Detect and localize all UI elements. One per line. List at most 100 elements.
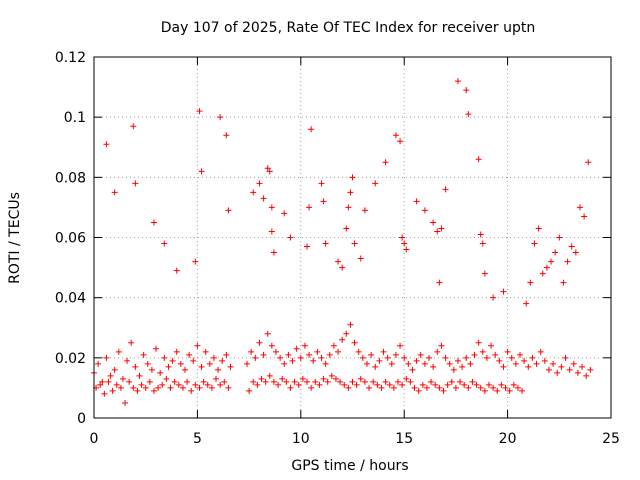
data-point	[153, 345, 160, 352]
data-point	[401, 240, 408, 247]
data-point	[419, 381, 426, 388]
data-point	[128, 339, 135, 346]
data-point	[332, 375, 339, 382]
data-point	[119, 375, 126, 382]
data-point	[483, 354, 490, 361]
data-point	[283, 378, 290, 385]
data-point	[485, 381, 492, 388]
data-point	[165, 363, 172, 370]
data-point	[454, 78, 461, 85]
data-point	[270, 378, 277, 385]
data-point	[146, 378, 153, 385]
data-point	[403, 246, 410, 253]
data-point	[477, 384, 484, 391]
data-point	[498, 381, 505, 388]
data-point	[306, 204, 313, 211]
data-point	[521, 357, 528, 364]
data-point	[95, 360, 102, 367]
data-point	[465, 384, 472, 391]
data-point	[479, 240, 486, 247]
data-point	[134, 387, 141, 394]
data-point	[111, 189, 118, 196]
data-point	[442, 354, 449, 361]
data-point	[411, 384, 418, 391]
data-point	[308, 384, 315, 391]
data-point	[248, 348, 255, 355]
data-point	[353, 381, 360, 388]
data-point	[475, 339, 482, 346]
data-point	[374, 381, 381, 388]
data-point	[568, 243, 575, 250]
y-tick-label: 0	[77, 411, 86, 427]
data-point	[436, 384, 443, 391]
data-point	[343, 225, 350, 232]
data-point	[409, 366, 416, 373]
data-point	[347, 189, 354, 196]
data-point	[351, 240, 358, 247]
data-point	[572, 249, 579, 256]
data-point	[357, 375, 364, 382]
data-point	[304, 378, 311, 385]
data-point	[587, 366, 594, 373]
data-point	[430, 363, 437, 370]
data-point	[558, 363, 565, 370]
data-point	[130, 123, 137, 130]
data-point	[295, 381, 302, 388]
data-point	[268, 342, 275, 349]
data-point	[519, 387, 526, 394]
data-point	[370, 378, 377, 385]
data-point	[550, 360, 557, 367]
data-point	[386, 381, 393, 388]
data-point	[438, 225, 445, 232]
data-point	[281, 360, 288, 367]
data-point	[390, 384, 397, 391]
y-tick-label: 0.06	[55, 231, 86, 247]
data-point	[500, 288, 507, 295]
data-point	[161, 354, 168, 361]
data-point	[446, 360, 453, 367]
data-point	[221, 378, 228, 385]
data-point	[210, 354, 217, 361]
data-point	[421, 207, 428, 214]
data-point	[132, 363, 139, 370]
data-point	[459, 363, 466, 370]
data-point	[219, 357, 226, 364]
data-point	[250, 378, 257, 385]
data-point	[448, 378, 455, 385]
data-point	[142, 384, 149, 391]
data-point	[463, 354, 470, 361]
data-point	[517, 351, 524, 358]
data-point	[469, 378, 476, 385]
data-point	[552, 249, 559, 256]
data-point	[479, 348, 486, 355]
data-point	[223, 132, 230, 139]
data-point	[272, 348, 279, 355]
data-point	[217, 381, 224, 388]
data-point	[467, 360, 474, 367]
data-point	[167, 384, 174, 391]
y-axis-ticks: 0 0.02 0.04 0.06 0.08 0.1 0.12	[55, 50, 611, 427]
data-point	[335, 348, 342, 355]
data-point	[256, 339, 263, 346]
data-point	[150, 219, 157, 226]
data-point	[318, 354, 325, 361]
data-point	[351, 339, 358, 346]
data-point	[277, 354, 284, 361]
data-point	[124, 357, 131, 364]
data-point	[293, 345, 300, 352]
data-point	[306, 351, 313, 358]
data-point	[213, 375, 220, 382]
data-point	[345, 204, 352, 211]
data-point	[434, 348, 441, 355]
data-point	[198, 168, 205, 175]
data-point	[324, 378, 331, 385]
data-point	[341, 381, 348, 388]
data-point	[560, 279, 567, 286]
data-point	[337, 378, 344, 385]
data-point	[244, 360, 251, 367]
data-point	[196, 384, 203, 391]
data-point	[225, 207, 232, 214]
data-point	[310, 357, 317, 364]
data-point	[130, 384, 137, 391]
data-point	[545, 366, 552, 373]
